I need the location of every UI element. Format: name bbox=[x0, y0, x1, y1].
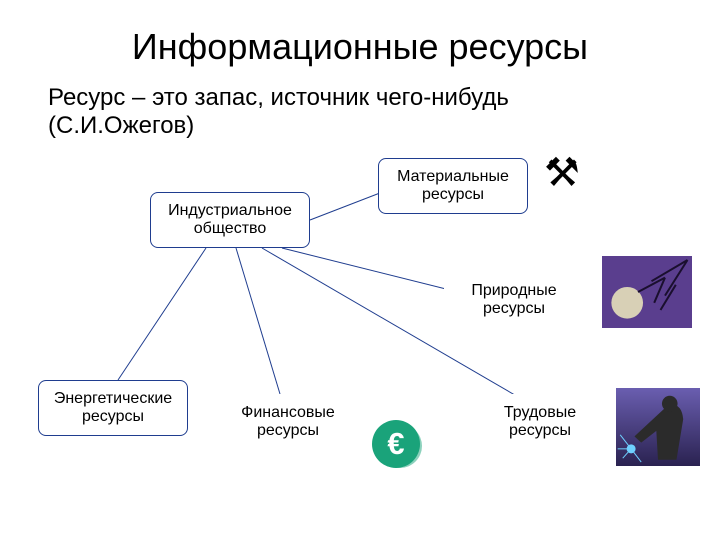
node-label: Индустриальное общество bbox=[151, 202, 309, 239]
node-energy-resources: Энергетические ресурсы bbox=[38, 380, 188, 436]
hammer-pick-icon: ⚒ bbox=[544, 150, 580, 196]
node-financial-resources: Финансовые ресурсы bbox=[218, 394, 358, 450]
node-label: Материальные ресурсы bbox=[379, 168, 527, 205]
node-material-resources: Материальные ресурсы bbox=[378, 158, 528, 214]
definition-subtitle: Ресурс – это запас, источник чего-нибудь… bbox=[48, 84, 608, 140]
node-label: Трудовые ресурсы bbox=[471, 404, 609, 441]
node-label: Энергетические ресурсы bbox=[39, 390, 187, 427]
node-natural-resources: Природные ресурсы bbox=[444, 272, 584, 328]
node-label: Природные ресурсы bbox=[445, 282, 583, 319]
node-industrial-society: Индустриальное общество bbox=[150, 192, 310, 248]
node-label: Финансовые ресурсы bbox=[219, 404, 357, 441]
page-title: Информационные ресурсы bbox=[0, 26, 720, 68]
welder-image-icon bbox=[616, 388, 700, 471]
euro-coin-icon: € bbox=[368, 416, 424, 477]
svg-text:€: € bbox=[387, 426, 404, 461]
node-labor-resources: Трудовые ресурсы bbox=[470, 394, 610, 450]
nature-image-icon bbox=[602, 256, 692, 333]
